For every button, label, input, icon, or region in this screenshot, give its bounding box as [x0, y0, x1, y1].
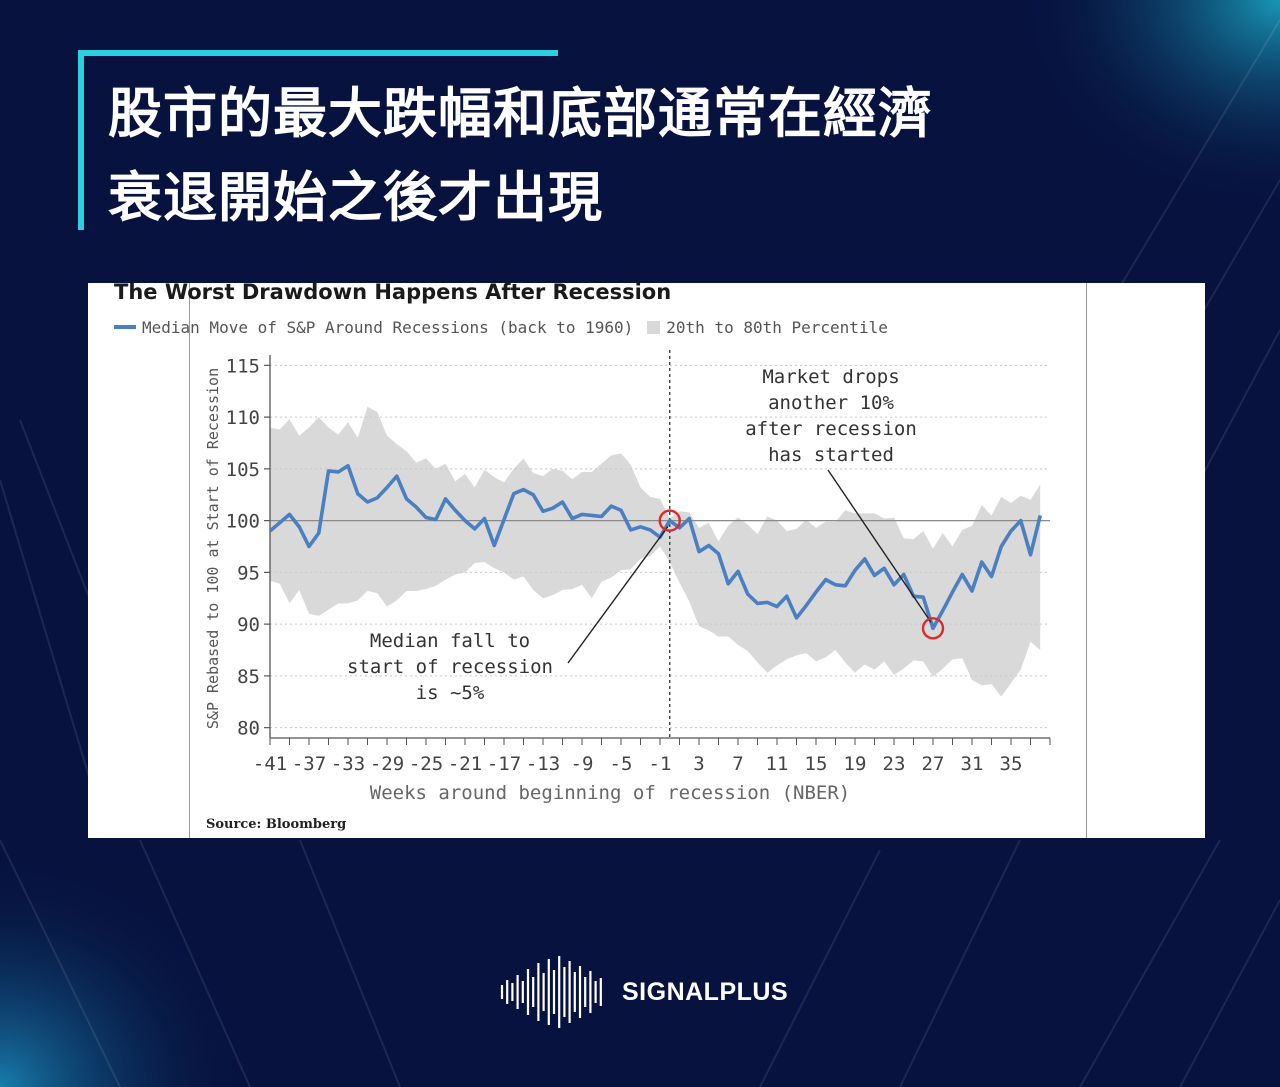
- annotation-1-line-2: after recession: [745, 418, 917, 440]
- y-tick-label-85: 85: [237, 666, 260, 688]
- legend-band-label: 20th to 80th Percentile: [666, 317, 888, 337]
- x-tick-label-15: 15: [805, 753, 828, 775]
- headline-line-1: 股市的最大跌幅和底部通常在經濟: [108, 82, 933, 145]
- annotation-1-line-3: has started: [768, 444, 894, 466]
- annotation-0-line-1: start of recession: [347, 656, 553, 678]
- accent-bar-left: [78, 50, 84, 230]
- annotation-leader-market-drops: [827, 469, 932, 623]
- annotation-1-line-1: another 10%: [768, 392, 894, 414]
- percentile-band: [270, 406, 1041, 697]
- y-tick-label-100: 100: [226, 511, 260, 533]
- x-tick-label-23: 23: [883, 753, 906, 775]
- accent-bar-top: [78, 50, 558, 56]
- legend-line-label: Median Move of S&P Around Recessions (ba…: [142, 317, 634, 337]
- x-tick-label-11: 11: [766, 753, 789, 775]
- brand: SIGNALPLUS: [498, 952, 788, 1032]
- x-axis-label: Weeks around beginning of recession (NBE…: [370, 782, 850, 804]
- x-tick-label-27: 27: [922, 753, 945, 775]
- y-tick-label-115: 115: [226, 355, 260, 377]
- legend-band-swatch: [647, 320, 661, 334]
- brand-name: SIGNALPLUS: [622, 977, 789, 1006]
- x-tick-label--33: -33: [331, 753, 365, 775]
- annotation-leader-median-fall: [567, 526, 669, 664]
- marker-recession-start: [658, 509, 681, 532]
- median-line: [268, 463, 1042, 631]
- y-axis-label: S&P Rebased to 100 at Start of Recession: [204, 368, 222, 729]
- x-tick-label--37: -37: [292, 753, 326, 775]
- source-note: Source: Bloomberg: [206, 817, 347, 832]
- headline: 股市的最大跌幅和底部通常在經濟 衰退開始之後才出現: [108, 72, 1188, 240]
- x-tick-label--1: -1: [649, 753, 672, 775]
- x-tick-label--9: -9: [571, 753, 594, 775]
- chart-title: The Worst Drawdown Happens After Recessi…: [114, 280, 672, 304]
- card-divider-left: [189, 283, 190, 838]
- y-tick-label-105: 105: [226, 459, 260, 481]
- headline-line-2: 衰退開始之後才出現: [108, 166, 603, 229]
- x-tick-label--29: -29: [370, 753, 404, 775]
- y-tick-label-95: 95: [237, 562, 260, 584]
- annotation-0-line-2: is ~5%: [416, 682, 485, 704]
- y-tick-label-80: 80: [237, 718, 260, 740]
- marker-market-bottom: [921, 617, 945, 640]
- x-tick-label--25: -25: [409, 753, 443, 775]
- x-tick-label--13: -13: [526, 753, 560, 775]
- x-tick-label-7: 7: [732, 753, 743, 775]
- x-tick-label-31: 31: [961, 753, 984, 775]
- x-tick-label--17: -17: [487, 753, 521, 775]
- y-tick-label-110: 110: [226, 407, 260, 429]
- x-tick-label-35: 35: [1000, 753, 1023, 775]
- x-tick-label--41: -41: [253, 753, 287, 775]
- card-divider-right: [1086, 283, 1087, 838]
- soundwave-logo-icon: [500, 956, 602, 1028]
- legend: Median Move of S&P Around Recessions (ba…: [114, 316, 888, 338]
- y-tick-label-90: 90: [237, 614, 260, 636]
- x-tick-label--5: -5: [610, 753, 633, 775]
- annotation-1-line-0: Market drops: [762, 366, 899, 388]
- annotation-0-line-0: Median fall to: [370, 630, 530, 652]
- x-tick-label-19: 19: [844, 753, 867, 775]
- x-tick-label--21: -21: [448, 753, 482, 775]
- x-tick-label-3: 3: [693, 753, 704, 775]
- legend-line-swatch: [114, 325, 136, 329]
